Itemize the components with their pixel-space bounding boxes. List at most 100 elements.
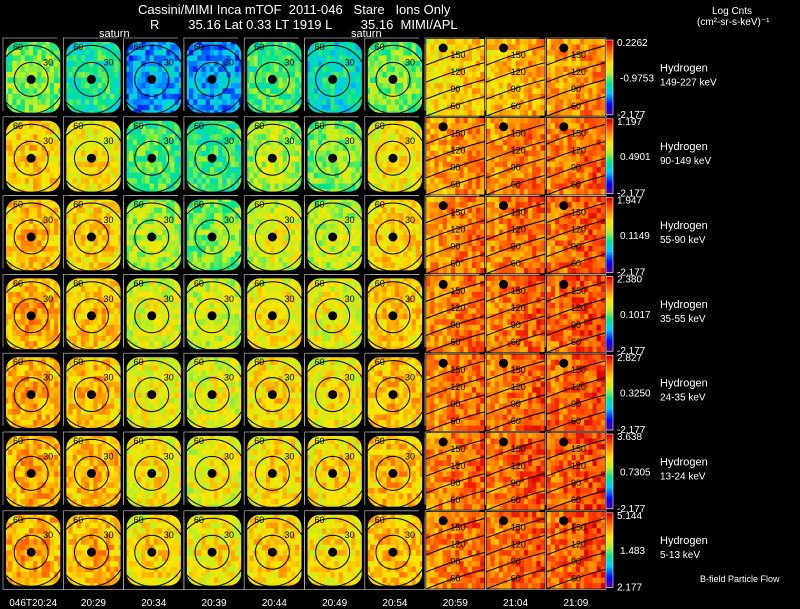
contour-30 (315, 455, 351, 491)
contour-60 (66, 202, 121, 271)
colorbar-r0 (606, 79, 613, 83)
contour-label: 60 (375, 278, 385, 288)
panel-r3-c1: 30 60 (66, 278, 121, 350)
contour-label: 60 (315, 121, 325, 131)
colorbar-r4 (606, 357, 613, 361)
contour-label: 30 (345, 373, 355, 383)
panel-r3-c2: 30 60 (126, 278, 181, 350)
colorbar-r0 (606, 74, 613, 78)
colorbar-r1 (606, 171, 613, 175)
colorbar-r2 (606, 200, 613, 204)
contour-30 (315, 140, 351, 176)
contour-60 (66, 517, 121, 586)
contour-line (546, 281, 606, 302)
contour-60 (6, 438, 61, 507)
colorbar-r5 (606, 501, 613, 505)
contour-60 (247, 517, 302, 586)
panel-r2-c8: 60 90 120 150 (486, 196, 545, 274)
colorbar-max-label: 2.380 (617, 274, 642, 285)
contour-30 (375, 61, 411, 97)
colorbar-r6 (606, 582, 613, 586)
panel-r0-c0: 30 60 (6, 42, 61, 113)
colorbar-r6 (606, 545, 613, 549)
contour-label: 30 (405, 451, 415, 461)
colorbar-r3 (606, 301, 613, 305)
saturn-marker (498, 437, 508, 447)
colorbar-r6 (606, 560, 613, 564)
colorbar-r4 (606, 425, 613, 428)
contour-60 (6, 517, 61, 586)
contour-label: 30 (284, 530, 294, 540)
contour-30 (315, 377, 351, 413)
saturn-marker (147, 390, 157, 400)
colorbar-r4 (606, 420, 613, 424)
contour-line (486, 157, 545, 179)
contour-line (486, 96, 545, 116)
colorbar-max-label: 1.197 (617, 117, 642, 128)
contour-label: 60 (194, 515, 204, 525)
contour-line (426, 332, 485, 353)
colorbar-r5 (606, 468, 613, 472)
contour-30 (254, 534, 290, 570)
saturn-marker (267, 153, 277, 163)
chart-subtitle: R 35.16 Lat 0.33 LT 1919 L 35.16 MIMI/AP… (150, 17, 458, 32)
colorbar-r0 (606, 42, 613, 46)
colorbar-r0 (606, 47, 613, 51)
contour-label: 150 (450, 207, 465, 217)
contour-label: 150 (511, 129, 526, 139)
contour-label: 60 (315, 278, 325, 288)
panel-r2-c3: 30 60 (186, 199, 242, 271)
contour-60 (367, 281, 423, 350)
contour-30 (194, 534, 230, 570)
contour-label: 120 (571, 146, 586, 156)
contour-60 (247, 123, 302, 192)
colorbar-r6 (606, 552, 613, 556)
colorbar-r1 (606, 123, 613, 127)
panel-r4-c4: 30 60 (247, 357, 302, 429)
contour-label: 60 (375, 515, 385, 525)
colorbar-r6 (606, 567, 613, 571)
contour-30 (134, 61, 170, 97)
saturn-marker (559, 358, 569, 368)
colorbar-r1 (606, 141, 613, 145)
contour-30 (254, 298, 290, 334)
colorbar-r2 (606, 227, 613, 231)
contour-60 (186, 281, 242, 350)
contour-line (546, 551, 606, 573)
colorbar-r6 (606, 585, 613, 589)
units-title: Log Cnts (712, 6, 753, 17)
panel-r1-c5: 30 60 (307, 120, 362, 192)
panel-r4-c3: 30 60 (186, 357, 242, 429)
contour-label: 150 (511, 444, 526, 454)
colorbar-r5 (606, 473, 613, 477)
contour-label: 60 (375, 42, 385, 52)
contour-line (426, 456, 485, 477)
colorbar-r2 (606, 269, 613, 273)
contour-label: 90 (450, 241, 460, 251)
colorbar-r1 (606, 176, 613, 180)
contour-line (486, 360, 545, 381)
energy-label: 13-24 keV (660, 471, 706, 482)
contour-label: 30 (345, 215, 355, 225)
panel-r3-c3: 30 60 (186, 278, 242, 350)
panel-r5-c5: 30 60 (307, 436, 362, 507)
contour-label: 30 (43, 136, 53, 146)
energy-label: 24-35 keV (660, 393, 706, 404)
contour-label: 60 (571, 337, 581, 347)
colorbar-r5 (606, 458, 613, 462)
colorbar-r6 (606, 562, 613, 566)
contour-label: 30 (164, 451, 174, 461)
colorbar-r3 (606, 331, 613, 335)
panel-r6-c0: 30 60 (6, 514, 61, 586)
colorbar-r0 (606, 64, 613, 68)
panel-annotation: saturn (99, 28, 130, 40)
colorbar-r2 (606, 252, 613, 256)
panel-r4-c9: 60 90 120 150 (546, 354, 606, 432)
panel-r5-c0: 30 60 (6, 436, 61, 507)
contour-label: 60 (194, 357, 204, 367)
contour-label: 120 (571, 382, 586, 392)
saturn-marker (86, 547, 96, 557)
contour-line (426, 157, 485, 179)
panel-r2-c7: 60 90 120 150 (426, 196, 485, 274)
colorbar-r4 (606, 365, 613, 369)
